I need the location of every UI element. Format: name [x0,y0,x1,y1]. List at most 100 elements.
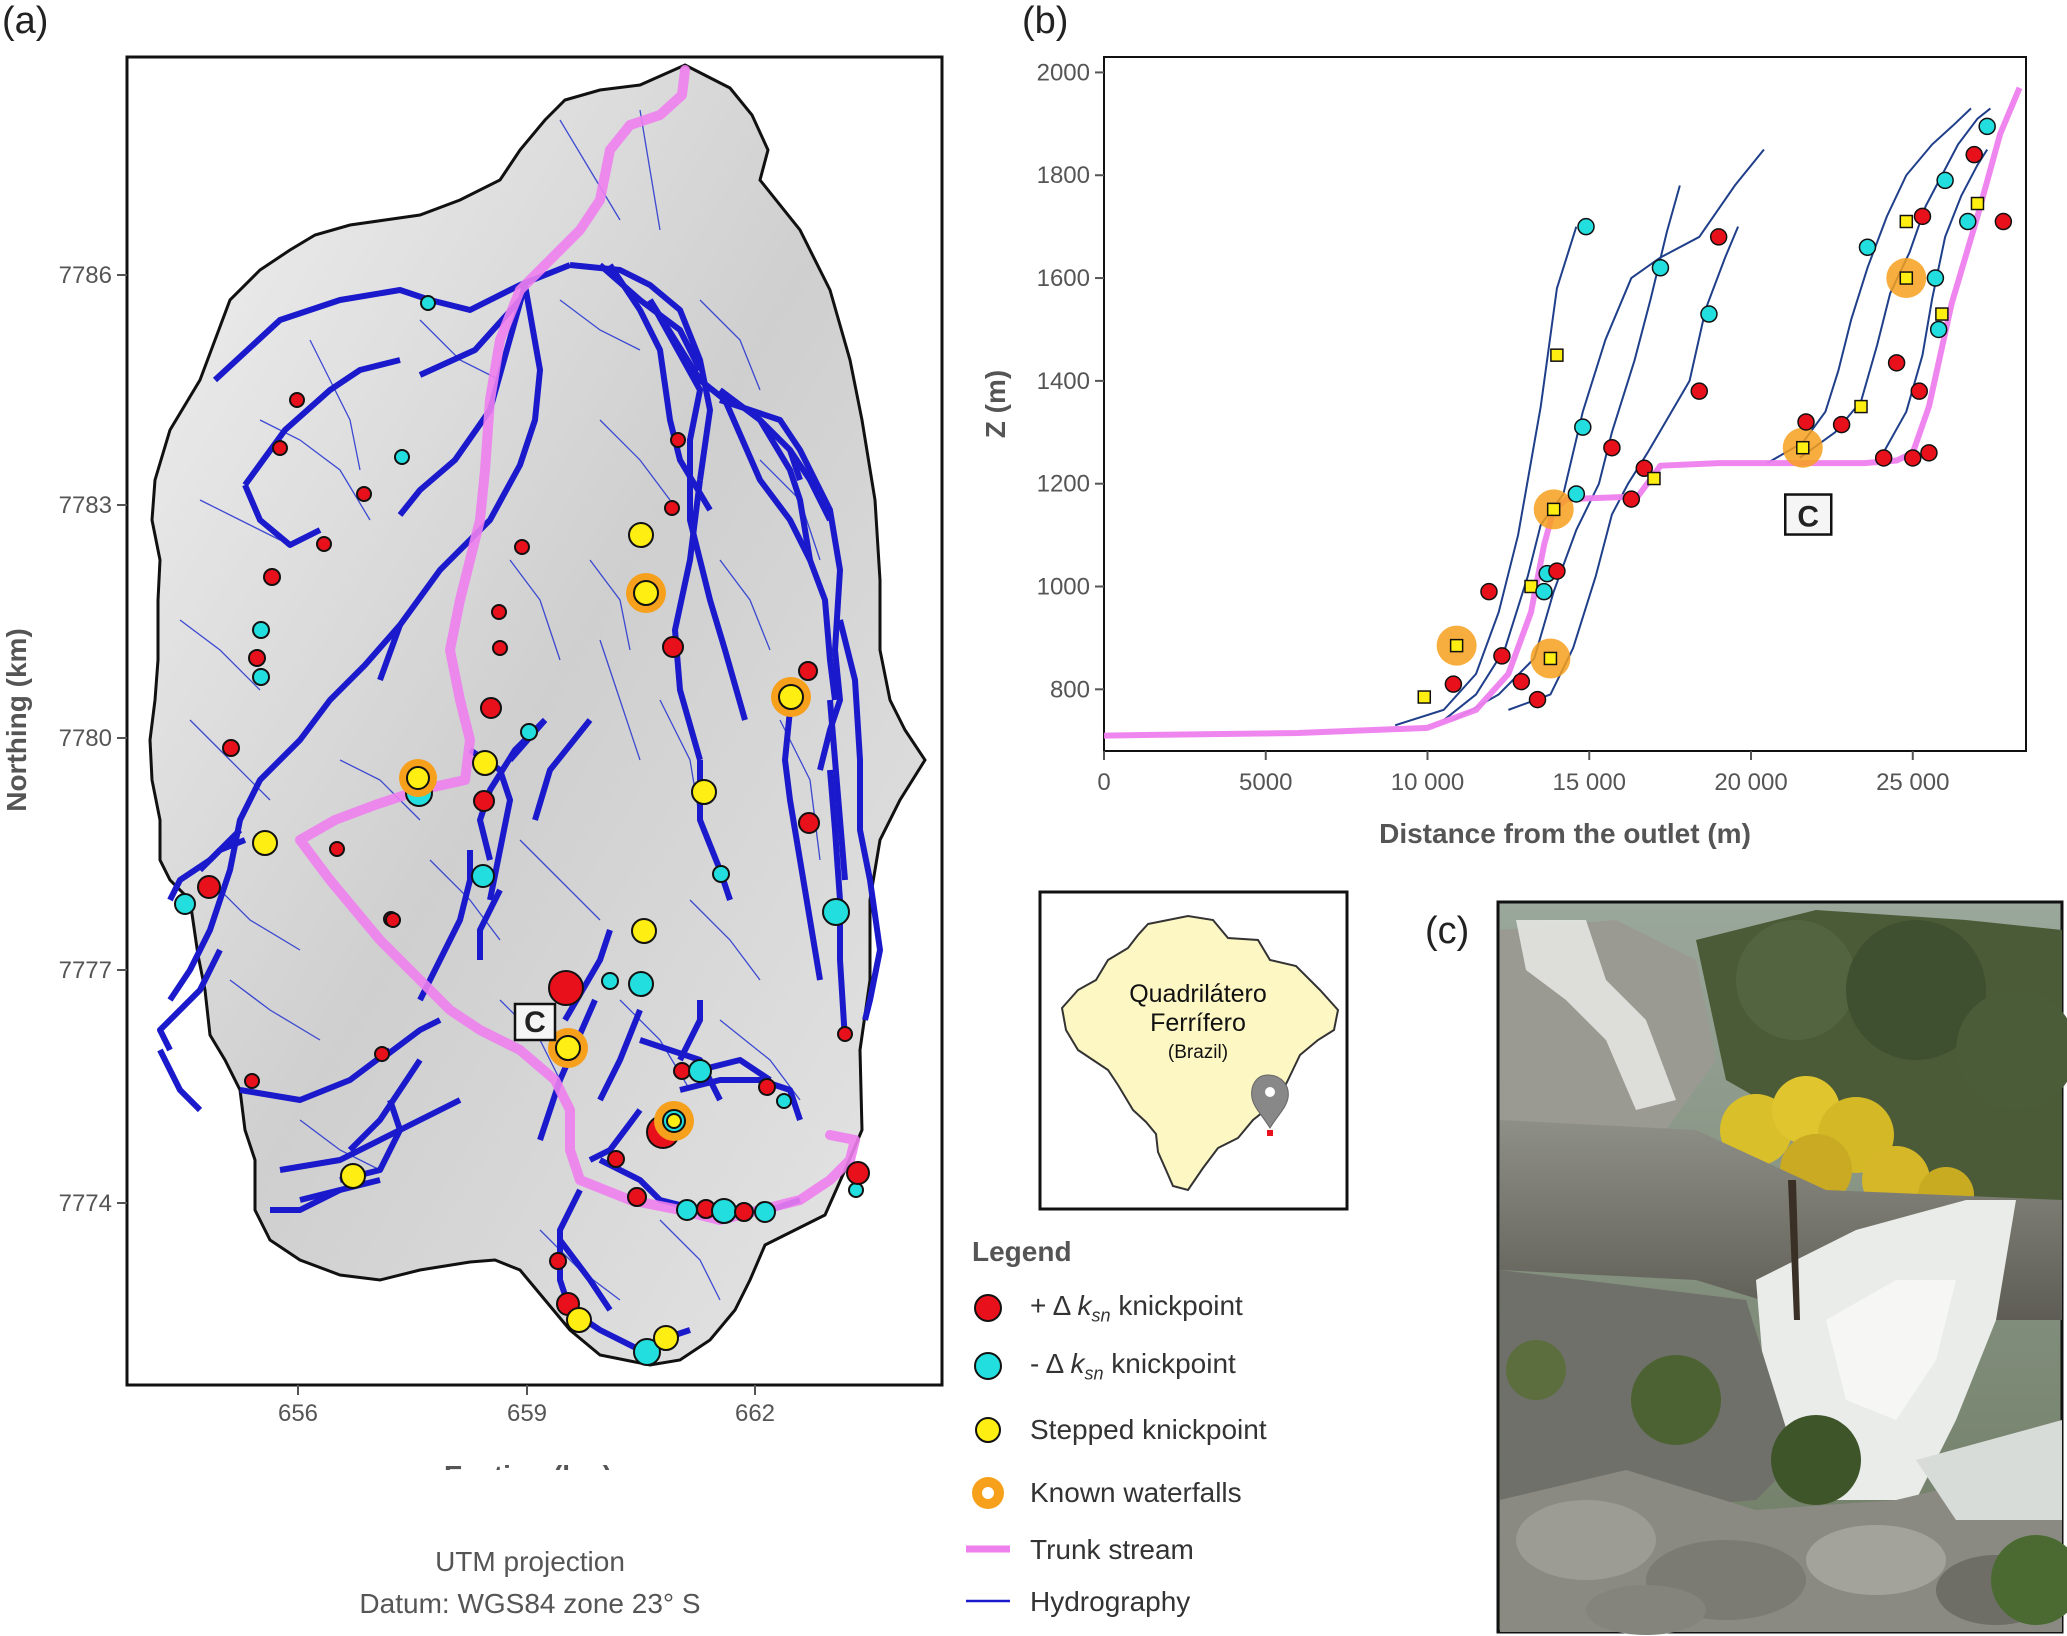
legend-symbols [966,1294,1010,1603]
map-knickpoint [263,568,281,586]
map-knickpoint [289,392,305,408]
inset-region-1: Quadrilátero [1129,980,1267,1008]
map-knickpoint [472,750,498,776]
stepped-knickpoint [1796,440,1810,455]
tributary-profile [1879,149,1989,459]
waterfall-photo [1496,900,2067,1635]
positive-knickpoint [1690,382,1709,400]
map-knickpoint [688,1059,712,1083]
profile-photo-marker: C [1797,501,1819,534]
map-knickpoint [798,661,818,681]
map-knickpoint [356,486,372,502]
stepped-knickpoint [1647,471,1661,486]
map-xtick: 656 [278,1400,318,1427]
negative-knickpoint [1929,320,1948,339]
map-photo-marker: C [524,1006,546,1039]
legend-title: Legend [972,1236,1072,1267]
positive-knickpoint [1874,449,1893,467]
stepped-knickpoint [1543,651,1558,666]
map-knickpoint [848,1182,864,1198]
panel-b-label: (b) [1022,0,1069,42]
positive-knickpoint [1528,690,1547,709]
positive-knickpoint [1512,672,1531,691]
map-knickpoint [374,1046,390,1062]
x-tick-label: 5000 [1239,769,1292,796]
stepped-knickpoint [1970,196,1985,211]
map-knickpoint [248,649,266,667]
legend-neg-symbol [974,1352,1002,1380]
map-ticks [117,274,756,1395]
profile-photo-marker-box [1783,493,1833,536]
x-tick-label: 25 000 [1876,769,1949,796]
positive-knickpoint [1493,647,1511,665]
projection-note-1: UTM projection [435,1546,625,1577]
map-knickpoint [691,779,717,805]
negative-knickpoint [1978,117,1996,136]
map-xtick: 662 [735,1400,775,1427]
map-knickpoint [549,1252,567,1270]
negative-knickpoint [1574,418,1592,436]
y-tick-label: 2000 [1037,59,1090,86]
x-tick-label: 20 000 [1714,769,1787,796]
positive-knickpoint [1910,382,1928,400]
map-knickpoint [837,1026,853,1042]
map-xtick: 659 [507,1400,547,1427]
map-knickpoint [607,1150,625,1168]
map-knickpoint [822,898,850,926]
stepped-knickpoint [1899,271,1914,285]
map-knickpoint [316,536,332,552]
map-ytick: 7777 [59,957,112,984]
positive-knickpoint [1887,354,1906,372]
stepped-knickpoint [1417,690,1432,704]
map-knickpoint [394,449,410,465]
profile-frame [1103,56,2027,752]
map-knickpoint [480,697,502,719]
y-tick-label: 1400 [1037,368,1090,395]
negative-knickpoint [1926,269,1945,287]
inset-region-2: Ferrífero [1150,1009,1246,1037]
map-knickpoint [627,1187,647,1207]
inset-country: (Brazil) [1168,1042,1228,1063]
map-knickpoint [631,918,657,944]
x-tick-label: 10 000 [1391,769,1464,796]
panel-c-label: (c) [1425,910,1470,952]
map-knickpoint [252,830,278,856]
x-tick-label: 15 000 [1553,769,1626,796]
map-ytick: 7783 [59,492,112,519]
tributary-profile [1394,226,1578,727]
map-xlabel: Easting (km) [444,1460,612,1470]
map-knickpoint [712,865,730,883]
negative-knickpoint [1567,485,1586,503]
map-knickpoint [628,971,654,997]
map-knickpoint [471,864,495,888]
tributary-profile [1798,107,1992,459]
map-knickpoint [734,1202,754,1222]
map-knickpoint [272,440,288,456]
legend-pos-symbol [974,1294,1002,1322]
profile-xlabel: Distance from the outlet (m) [1379,818,1751,849]
map-knickpoint [601,972,619,990]
negative-knickpoint [1959,212,1977,231]
x-tick-label: 0 [1097,769,1110,796]
map-knickpoint [628,522,654,548]
map-knickpoint [340,1163,366,1189]
map-knickpoint [633,580,659,606]
map-knickpoint [174,893,196,915]
map-knickpoint [776,1093,792,1109]
legend-item-neg: - Δ ksn knickpoint [1030,1348,1236,1384]
y-tick-label: 800 [1050,676,1090,703]
map-knickpoint [329,841,345,857]
location-dot [1267,1130,1273,1136]
map-knickpoint [520,723,538,741]
y-tick-label: 1200 [1037,471,1090,498]
map-ytick: 7774 [59,1190,112,1217]
positive-knickpoint [1994,212,2013,231]
map-ytick: 7786 [59,262,112,289]
tributary-profile [1766,107,1972,464]
stepped-knickpoint [1935,307,1949,321]
positive-knickpoint [1797,413,1815,431]
profile-chart: 800 1000 1200 1400 1600 1800 2000 0 5000 10 000 15… [980,56,2027,849]
map-knickpoint [473,790,495,812]
map-knickpoint [548,970,584,1006]
y-tick-label: 1800 [1037,162,1090,189]
